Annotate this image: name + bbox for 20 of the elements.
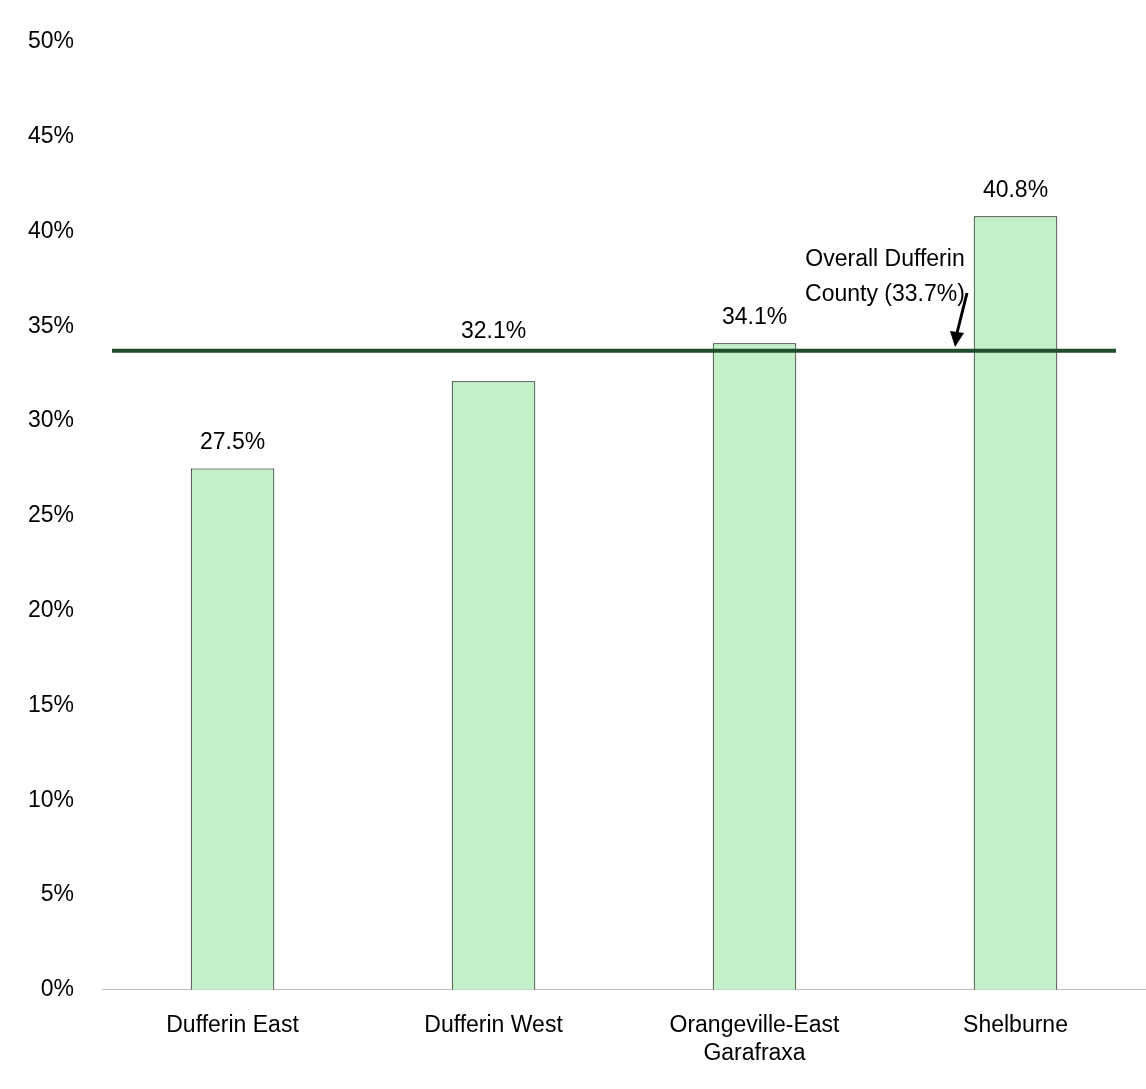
- data-label: 34.1%: [721, 303, 788, 330]
- y-tick-label: 40%: [27, 216, 75, 243]
- data-label: 27.5%: [199, 428, 266, 455]
- y-tick-label: 45%: [27, 121, 75, 148]
- x-tick-label: Dufferin East: [166, 1010, 300, 1037]
- y-tick-label: 0%: [40, 975, 75, 1002]
- x-tick-label: Orangeville-East Garafraxa: [669, 1010, 841, 1065]
- data-label: 32.1%: [460, 316, 527, 343]
- y-tick-label: 20%: [27, 595, 75, 622]
- y-tick-label: 30%: [27, 406, 75, 433]
- x-tick-label: Shelburne: [963, 1010, 1068, 1037]
- y-tick-label: 35%: [27, 311, 75, 338]
- y-tick-label: 5%: [40, 880, 75, 907]
- data-label: 40.8%: [982, 176, 1049, 203]
- y-tick-label: 50%: [27, 27, 75, 54]
- x-tick-label: Dufferin West: [424, 1010, 564, 1037]
- y-tick-label: 15%: [27, 690, 75, 717]
- y-tick-label: 25%: [27, 501, 75, 528]
- ref-line-label: Overall Dufferin County (33.7%): [804, 243, 966, 308]
- y-tick-label: 10%: [27, 785, 75, 812]
